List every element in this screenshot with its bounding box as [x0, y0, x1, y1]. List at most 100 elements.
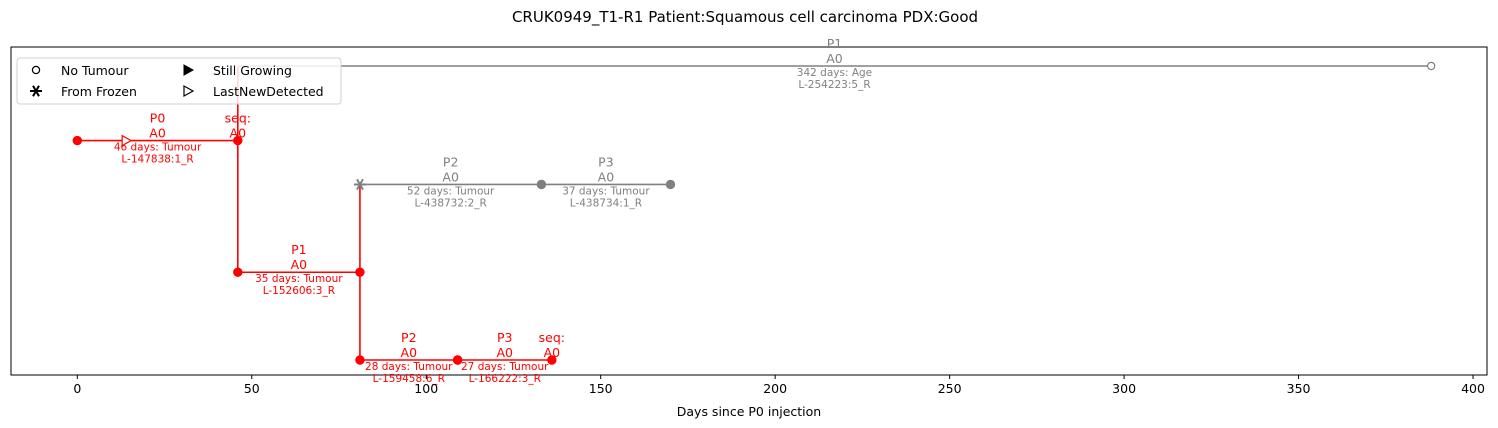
segment-bottom-line: 46 days: Tumour — [114, 142, 202, 154]
segment-bottom-line: L-166222:3_R — [469, 373, 541, 385]
segment-top-label: seq: A0 — [225, 111, 251, 141]
x-tick-label: 50 — [244, 381, 260, 396]
segment-top-line: A0 — [442, 169, 459, 184]
segment-top-label: P2 A0 — [401, 330, 418, 360]
point-marker — [72, 135, 82, 146]
segment-bottom-label: 35 days: Tumour L-152606:3_R — [255, 273, 343, 297]
segment-bottom-line: 28 days: Tumour — [365, 361, 453, 373]
segment-bottom-line: 27 days: Tumour — [461, 361, 549, 373]
from-frozen-marker — [353, 178, 366, 191]
asterisk-stroke — [356, 178, 364, 191]
segment-top-label: P1 A0 — [826, 36, 843, 66]
segment-bottom-label: 37 days: Tumour L-438734:1_R — [562, 185, 650, 209]
asterisk-stroke — [32, 85, 40, 97]
timeline-segment: seq: A0 — [539, 330, 565, 360]
segment-top-line: A0 — [826, 51, 843, 66]
segment-bottom-line: 37 days: Tumour — [562, 185, 650, 197]
legend-entry: From Frozen — [30, 84, 137, 99]
legend-box — [16, 57, 342, 105]
x-tick-label: 350 — [1287, 381, 1311, 396]
segment-top-line: P2 — [401, 330, 417, 345]
segment-top-label: P3 A0 — [496, 330, 513, 360]
segment-top-line: A0 — [496, 345, 513, 360]
segment-top-label: P2 A0 — [442, 154, 459, 184]
x-tick-label: 250 — [938, 381, 962, 396]
segment-top-line: A0 — [598, 169, 615, 184]
segment-bottom-line: L-254223:5_R — [798, 79, 870, 91]
legend: No Tumour Still Growing From Frozen LastNew… — [16, 57, 342, 105]
legend-label: LastNewDetected — [213, 84, 324, 99]
segment-top-line: P1 — [827, 36, 843, 51]
legend-entry: No Tumour — [31, 63, 129, 78]
segment-bottom-label: 46 days: Tumour L-147838:1_R — [114, 142, 202, 166]
segment-bottom-line: L-159458:6_R — [373, 373, 445, 385]
segment-top-label: P0 A0 — [149, 111, 166, 141]
point-marker — [452, 355, 463, 365]
x-tick-label: 300 — [1112, 381, 1136, 396]
segment-bottom-line: 35 days: Tumour — [255, 273, 343, 285]
segment-top-label: seq: A0 — [539, 330, 565, 360]
timeline-segment: seq: A0 — [225, 111, 251, 141]
legend-entry: Still Growing — [183, 63, 292, 78]
segment-bottom-line: 52 days: Tumour — [407, 185, 495, 197]
chart-title: CRUK0949_T1-R1 Patient:Squamous cell car… — [512, 8, 978, 27]
segment-top-line: P1 — [291, 242, 307, 257]
still-growing-marker — [183, 64, 195, 76]
x-tick-label: 400 — [1461, 381, 1485, 396]
segment-bottom-line: 342 days: Age — [797, 67, 872, 79]
point-marker — [547, 355, 557, 365]
segment-top-line: seq: — [225, 111, 251, 126]
segment-top-line: A0 — [291, 257, 308, 272]
segment-bottom-line: L-152606:3_R — [263, 285, 335, 297]
point-marker — [233, 267, 243, 277]
last-new-detected-marker — [183, 84, 195, 98]
point-marker — [355, 267, 365, 277]
point-marker — [536, 179, 547, 190]
point-marker — [233, 135, 243, 146]
segment-top-label: P3 A0 — [598, 154, 615, 184]
segment-top-label: P1 A0 — [291, 242, 308, 272]
x-tick-label: 100 — [414, 381, 438, 396]
segment-bottom-line: L-438732:2_R — [415, 197, 487, 209]
segment-bottom-label: 28 days: Tumour L-159458:6_R — [365, 361, 453, 385]
segment-bottom-label: 52 days: Tumour L-438732:2_R — [407, 185, 495, 209]
point-marker — [355, 355, 365, 365]
legend-label: No Tumour — [61, 63, 129, 78]
segment-top-line: A0 — [544, 345, 561, 360]
plot-frame — [10, 46, 1488, 376]
segment-top-line: A0 — [230, 126, 247, 141]
legend-entry: LastNewDetected — [183, 84, 324, 99]
from-frozen-marker — [30, 85, 42, 97]
segment-bottom-label: 27 days: Tumour L-166222:3_R — [461, 361, 549, 385]
x-axis-label: Days since P0 injection — [677, 404, 821, 419]
legend-label: Still Growing — [213, 63, 292, 78]
x-tick-label: 200 — [763, 381, 787, 396]
segment-top-line: seq: — [539, 330, 565, 345]
segment-top-line: P3 — [497, 330, 513, 345]
segment-top-line: P3 — [598, 154, 614, 169]
segment-top-line: A0 — [149, 126, 166, 141]
segment-top-line: P2 — [443, 154, 459, 169]
segment-bottom-label: 342 days: Age L-254223:5_R — [797, 67, 872, 91]
segment-bottom-line: L-147838:1_R — [121, 154, 193, 166]
x-axis: 0 50 100 150 200 250 300 350 400 — [73, 375, 1485, 396]
no-tumour-marker — [31, 65, 41, 75]
x-tick-label: 150 — [589, 381, 613, 396]
segment-top-line: A0 — [401, 345, 418, 360]
point-marker — [665, 179, 676, 190]
no-tumour-marker — [1426, 61, 1436, 71]
segment-bottom-line: L-438734:1_R — [570, 197, 642, 209]
x-tick-label: 0 — [73, 381, 81, 396]
segment-top-line: P0 — [150, 111, 166, 126]
legend-label: From Frozen — [61, 84, 137, 99]
last-new-detected-marker — [121, 134, 133, 147]
